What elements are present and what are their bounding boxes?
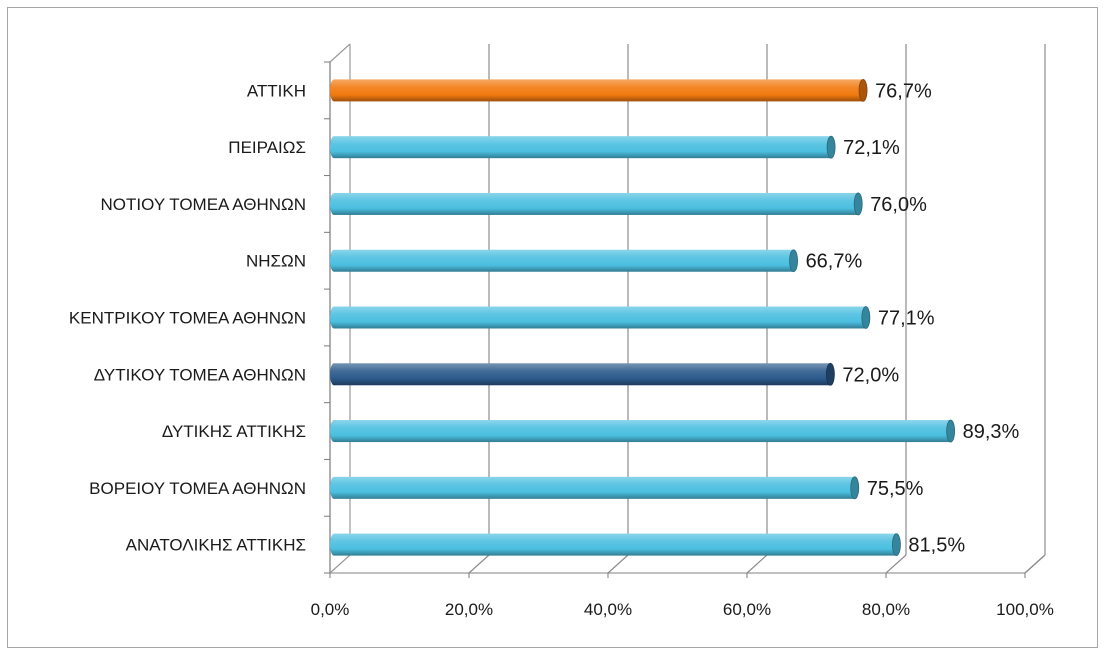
category-label: ΔΥΤΙΚΗΣ ΑΤΤΙΚΗΣ bbox=[162, 422, 306, 441]
x-tick-label: 20,0% bbox=[445, 600, 493, 619]
category-label: ΠΕΙΡΑΙΩΣ bbox=[228, 138, 306, 157]
x-tick-label: 0,0% bbox=[311, 600, 350, 619]
bar-end-cap bbox=[826, 362, 835, 386]
bar-body bbox=[334, 533, 897, 556]
bar-body bbox=[334, 306, 866, 329]
bar-base-cap bbox=[330, 363, 338, 386]
bar-base-cap bbox=[330, 306, 338, 329]
bar-body bbox=[334, 192, 859, 215]
bar-value-label: 81,5% bbox=[908, 535, 965, 557]
bar-end-cap bbox=[861, 306, 871, 329]
category-label: ΒΟΡΕΙΟΥ ΤΟΜΕΑ ΑΘΗΝΩΝ bbox=[89, 479, 306, 498]
bar-value-label: 75,5% bbox=[867, 478, 924, 500]
bar-end-cap bbox=[858, 78, 868, 102]
wall-top-diagonal bbox=[329, 43, 351, 63]
bar-body bbox=[334, 249, 794, 272]
bar-base-cap bbox=[330, 420, 338, 443]
bar-base-cap bbox=[330, 476, 338, 499]
x-gridline-floor bbox=[607, 554, 629, 574]
bar-body bbox=[334, 420, 951, 443]
bar-0 bbox=[330, 533, 901, 557]
category-label: ΑΤΤΙΚΗ bbox=[247, 81, 306, 100]
bar-value-label: 72,1% bbox=[843, 137, 900, 159]
x-gridline-floor bbox=[746, 554, 768, 574]
bar-end-cap bbox=[789, 249, 798, 273]
bar-value-label: 89,3% bbox=[963, 421, 1020, 443]
bar-end-cap bbox=[892, 533, 901, 557]
bar-3 bbox=[330, 362, 835, 386]
bar-value-label: 72,0% bbox=[842, 364, 899, 386]
x-tick-label: 60,0% bbox=[723, 600, 771, 619]
bar-body bbox=[334, 476, 855, 499]
bar-7 bbox=[330, 135, 836, 159]
bar-value-label: 66,7% bbox=[806, 251, 863, 273]
bar-body bbox=[334, 363, 831, 386]
x-gridline-floor bbox=[885, 554, 907, 574]
bar-end-cap bbox=[850, 476, 860, 500]
bar-base-cap bbox=[330, 192, 338, 215]
bar-1 bbox=[330, 476, 860, 500]
bar-base-cap bbox=[330, 533, 338, 556]
bar-body bbox=[334, 79, 864, 102]
bar-end-cap bbox=[946, 419, 956, 443]
bar-base-cap bbox=[330, 79, 338, 102]
bar-value-label: 77,1% bbox=[878, 308, 935, 330]
bar-value-label: 76,0% bbox=[870, 194, 927, 216]
bar-end-cap bbox=[853, 192, 863, 216]
bar-4 bbox=[330, 306, 871, 329]
floor-left-diagonal bbox=[329, 554, 351, 574]
category-label: ΝΟΤΙΟΥ ΤΟΜΕΑ ΑΘΗΝΩΝ bbox=[101, 195, 306, 214]
x-tick-label: 100,0% bbox=[996, 600, 1054, 619]
category-label: ΔΥΤΙΚΟΥ ΤΟΜΕΑ ΑΘΗΝΩΝ bbox=[94, 365, 306, 384]
bar-body bbox=[334, 136, 832, 159]
category-label: ΚΕΝΤΡΙΚΟΥ ΤΟΜΕΑ ΑΘΗΝΩΝ bbox=[69, 309, 306, 328]
category-label: ΝΗΣΩΝ bbox=[246, 252, 306, 271]
x-tick-label: 40,0% bbox=[584, 600, 632, 619]
bar-6 bbox=[330, 192, 863, 216]
bar-base-cap bbox=[330, 249, 338, 272]
x-tick-label: 80,0% bbox=[862, 600, 910, 619]
x-gridline-floor bbox=[1024, 554, 1046, 574]
bar-base-cap bbox=[330, 136, 338, 159]
category-label: ΑΝΑΤΟΛΙΚΗΣ ΑΤΤΙΚΗΣ bbox=[126, 536, 306, 555]
x-gridline-floor bbox=[468, 554, 490, 574]
bar-2 bbox=[330, 419, 956, 443]
bar-8 bbox=[330, 78, 868, 102]
bar-5 bbox=[330, 249, 798, 273]
bar-end-cap bbox=[826, 135, 836, 159]
bar-value-label: 76,7% bbox=[875, 80, 932, 102]
